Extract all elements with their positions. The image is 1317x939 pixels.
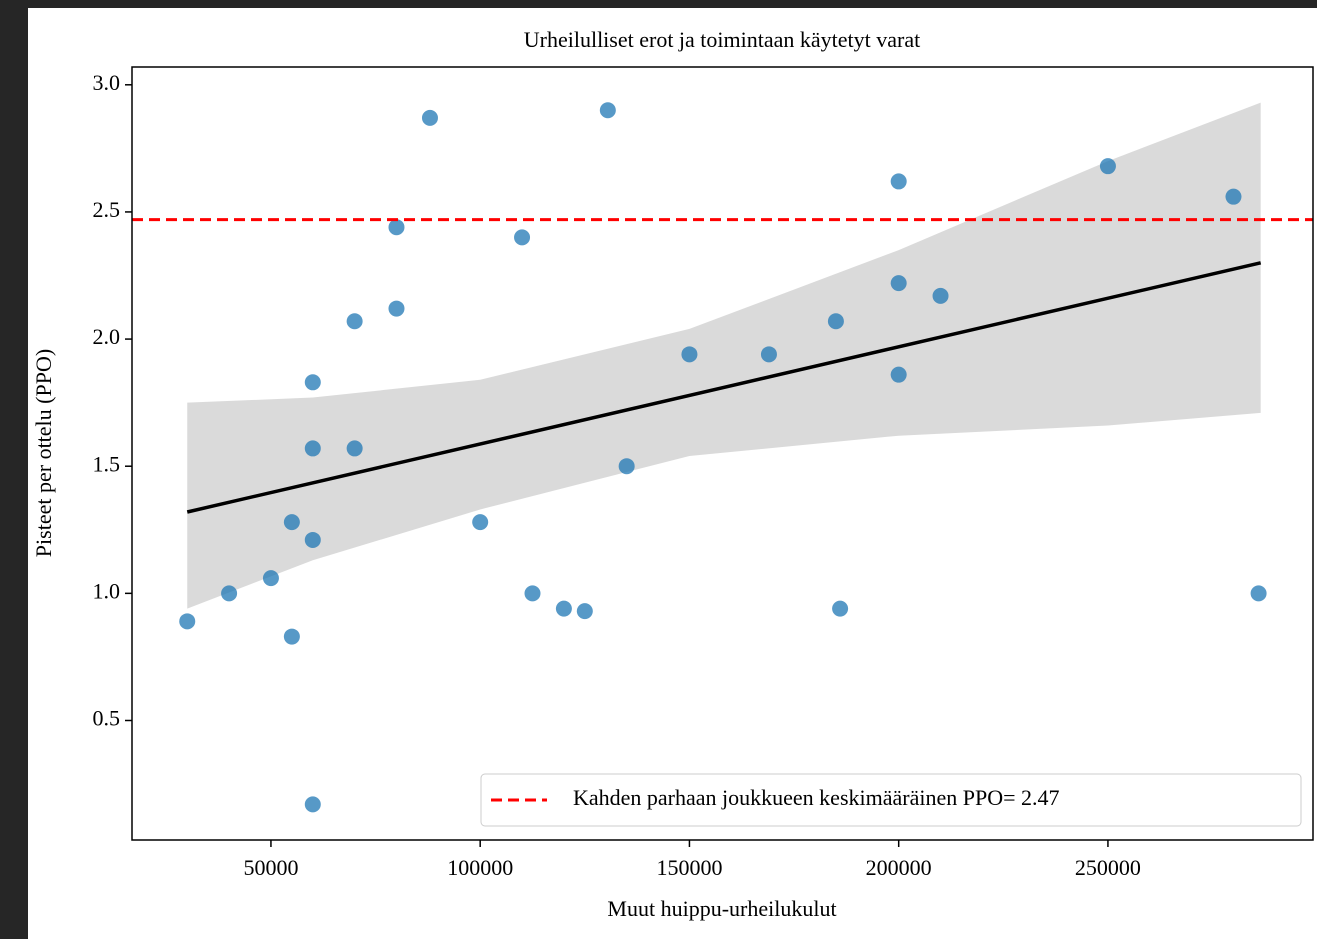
y-tick-label: 3.0 [93,70,121,95]
data-point [284,629,300,645]
data-point [305,796,321,812]
data-point [514,229,530,245]
data-point [388,301,404,317]
chart: Urheilulliset erot ja toimintaan käytety… [0,0,1317,939]
chart-title: Urheilulliset erot ja toimintaan käytety… [524,27,920,52]
data-point [891,275,907,291]
y-tick-label: 1.5 [93,451,121,476]
y-tick-label: 2.0 [93,324,121,349]
data-point [305,532,321,548]
data-point [422,110,438,126]
data-point [305,440,321,456]
x-axis-label: Muut huippu-urheilukulut [607,896,836,921]
x-tick-label: 100000 [447,855,513,880]
data-point [577,603,593,619]
legend-label: Kahden parhaan joukkueen keskimääräinen … [573,785,1060,810]
data-point [525,585,541,601]
data-point [472,514,488,530]
data-point [221,585,237,601]
x-tick-label: 200000 [866,855,932,880]
y-axis-label: Pisteet per ottelu (PPO) [31,349,56,557]
data-point [347,313,363,329]
data-point [832,601,848,617]
data-point [263,570,279,586]
x-tick-label: 50000 [243,855,298,880]
data-point [1225,189,1241,205]
data-point [284,514,300,530]
data-point [305,374,321,390]
data-point [891,367,907,383]
data-point [600,102,616,118]
data-point [681,346,697,362]
y-tick-label: 1.0 [93,578,121,603]
data-point [891,173,907,189]
data-point [556,601,572,617]
data-point [1251,585,1267,601]
y-tick-label: 2.5 [93,197,121,222]
data-point [1100,158,1116,174]
page: {"chart_data": { "type": "scatter", "tit… [0,0,1317,939]
data-point [179,613,195,629]
data-point [761,346,777,362]
y-tick-label: 0.5 [93,706,121,731]
data-point [347,440,363,456]
x-tick-label: 250000 [1075,855,1141,880]
x-tick-label: 150000 [656,855,722,880]
data-point [828,313,844,329]
data-point [619,458,635,474]
data-point [388,219,404,235]
data-point [933,288,949,304]
